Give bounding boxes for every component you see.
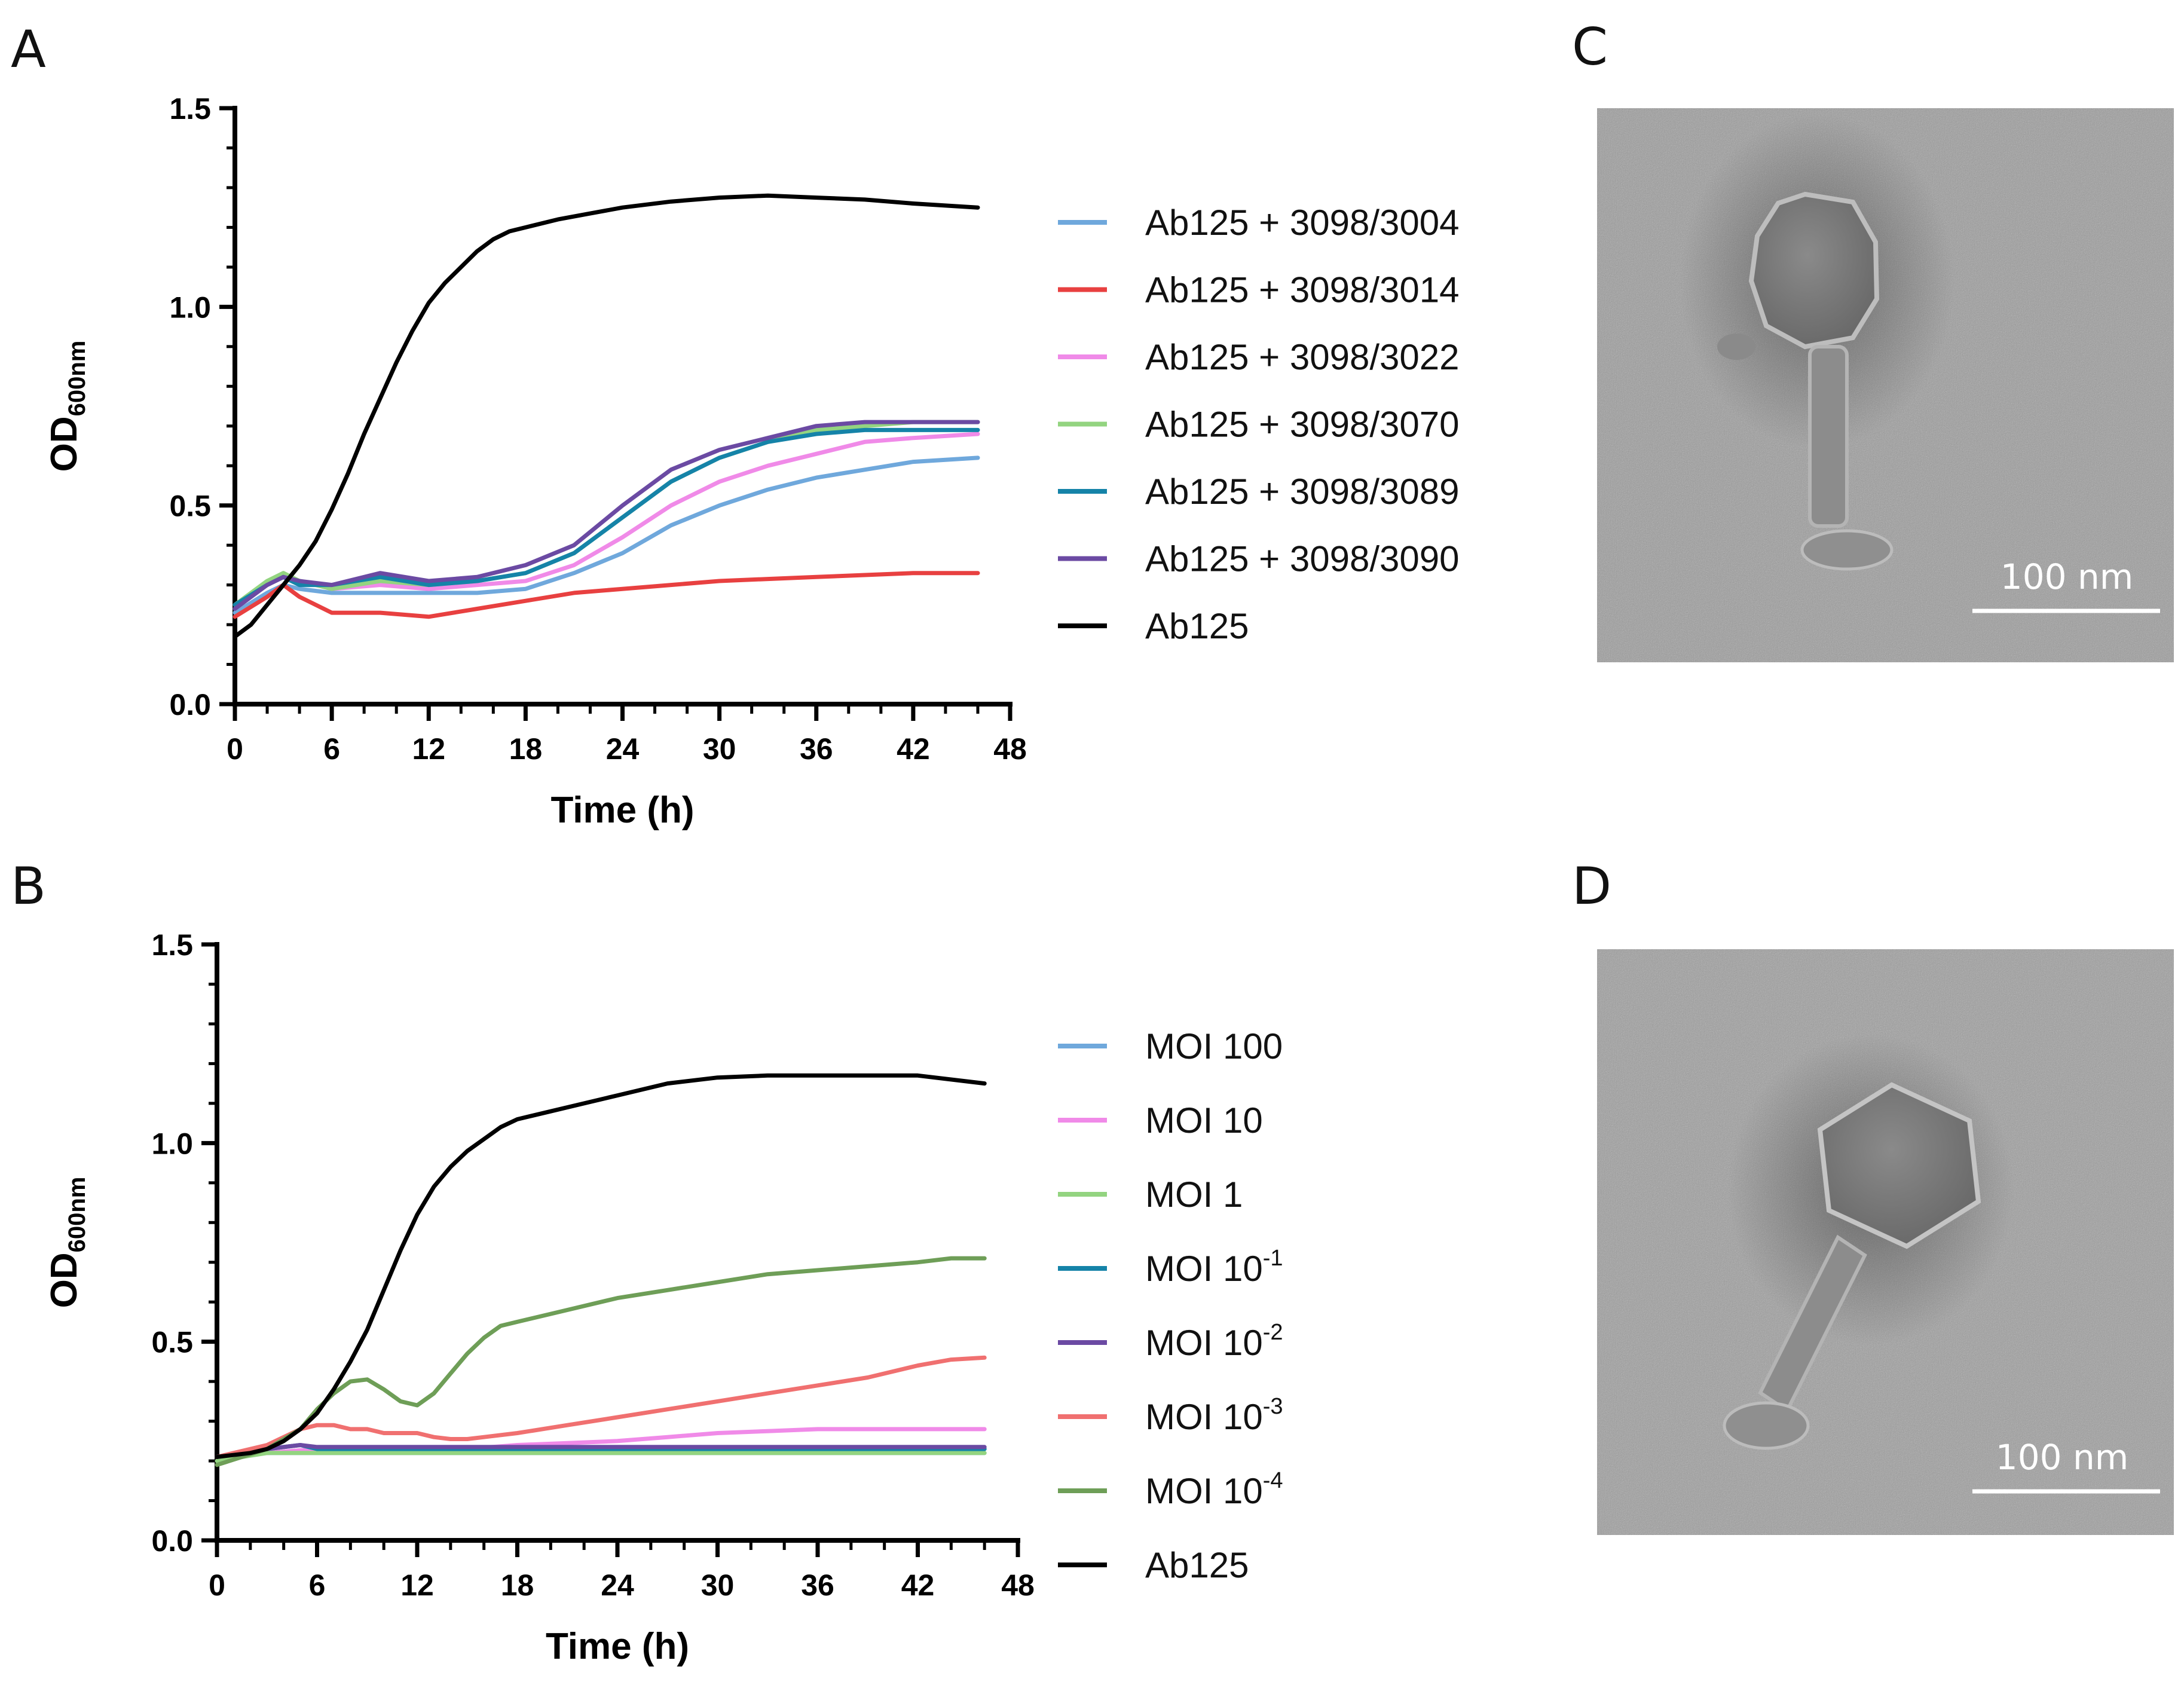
micrograph-d-scale-label: 100 nm bbox=[1996, 1437, 2128, 1478]
panel-label-b: B bbox=[11, 857, 46, 916]
chart-b-x-tick-label: 30 bbox=[701, 1568, 735, 1602]
chart-a-series-line bbox=[233, 571, 980, 619]
chart-a-series-line bbox=[233, 193, 980, 639]
phage-d-head bbox=[1817, 1082, 1981, 1249]
micrograph-d: 100 nm bbox=[1597, 949, 2174, 1535]
micrograph-c-scale-label: 100 nm bbox=[2001, 556, 2133, 597]
chart-b-y-tick-label: 1.0 bbox=[151, 1127, 193, 1160]
chart-b-x-tick-label: 48 bbox=[1001, 1568, 1035, 1602]
chart-b-series-line bbox=[215, 1355, 987, 1459]
chart-a-series-line bbox=[233, 427, 980, 607]
chart-b-x-tick-label: 6 bbox=[309, 1568, 326, 1602]
chart-a-x-tick-label: 0 bbox=[227, 732, 243, 766]
chart-b-x-tick-label: 18 bbox=[501, 1568, 534, 1602]
chart-b-x-axis-title: Time (h) bbox=[546, 1626, 689, 1667]
chart-a-legend-label: Ab125 + 3098/3089 bbox=[1145, 472, 1460, 512]
chart-b-x-tick-label: 0 bbox=[209, 1568, 225, 1602]
chart-a-x-axis-title: Time (h) bbox=[551, 790, 695, 831]
chart-b-y-tick-label: 0.5 bbox=[151, 1326, 193, 1359]
phage-c-head bbox=[1748, 191, 1880, 350]
phage-d-particle bbox=[1723, 1082, 1981, 1450]
micrograph-c: 100 nm bbox=[1597, 108, 2174, 662]
chart-a-legend-label: Ab125 + 3098/3090 bbox=[1145, 539, 1460, 579]
chart-b-x-tick-label: 36 bbox=[801, 1568, 834, 1602]
chart-a-legend-label: Ab125 + 3098/3004 bbox=[1145, 203, 1460, 243]
chart-b-series-line bbox=[215, 1256, 987, 1467]
chart-a-y-tick-label: 0.0 bbox=[169, 688, 211, 721]
chart-b-y-tick-label: 1.5 bbox=[151, 928, 193, 962]
chart-a-x-tick-label: 12 bbox=[412, 732, 445, 766]
chart-b-y-axis-title-sub: 600nm bbox=[64, 1177, 90, 1253]
chart-a-x-tick-label: 18 bbox=[509, 732, 543, 766]
chart-b-legend-label: MOI 10 bbox=[1145, 1100, 1263, 1140]
chart-a-x-tick-label: 24 bbox=[606, 732, 640, 766]
chart-b-y-axis-title-main: OD bbox=[44, 1252, 85, 1308]
chart-b-legend-label-base: MOI 10 bbox=[1145, 1397, 1263, 1437]
chart-a-y-axis-title: OD600nm bbox=[44, 341, 90, 472]
phage-c-particle bbox=[1717, 191, 1894, 571]
chart-a: 0.0 0.5 1.0 1.5 0 6 12 18 24 30 36 42 48 Time (h) OD60… bbox=[44, 92, 1460, 831]
chart-b-legend-label-base: MOI 10 bbox=[1145, 1471, 1263, 1511]
chart-a-y-tick-label: 1.5 bbox=[169, 92, 211, 126]
chart-b: 0.0 0.5 1.0 1.5 0 6 12 18 24 30 36 42 48 Time (h) OD60… bbox=[44, 928, 1283, 1667]
chart-a-y-axis-title-sub: 600nm bbox=[64, 341, 90, 417]
chart-a-legend-label: Ab125 + 3098/3022 bbox=[1145, 337, 1460, 377]
chart-a-y-tick-label: 1.0 bbox=[169, 291, 211, 324]
chart-a-legend-label: Ab125 bbox=[1145, 606, 1249, 646]
chart-a-y-axis-title-main: OD bbox=[44, 416, 85, 472]
chart-a-x-tick-label: 36 bbox=[800, 732, 833, 766]
chart-a-x-tick-label: 30 bbox=[703, 732, 736, 766]
chart-b-y-tick-label: 0.0 bbox=[151, 1524, 193, 1558]
chart-b-legend-label: MOI 100 bbox=[1145, 1026, 1283, 1066]
chart-b-legend-label-exponent: -3 bbox=[1263, 1394, 1283, 1419]
panel-label-c: C bbox=[1572, 17, 1608, 77]
chart-b-series-line bbox=[215, 1451, 987, 1463]
chart-a-x-tick-label: 48 bbox=[993, 732, 1027, 766]
chart-b-legend-label-base: MOI 10 bbox=[1145, 1249, 1263, 1289]
chart-b-x-tick-label: 42 bbox=[901, 1568, 935, 1602]
chart-a-series-line bbox=[233, 420, 980, 611]
chart-b-legend-label: MOI 10-3 bbox=[1145, 1394, 1283, 1437]
chart-a-y-tick-label: 0.5 bbox=[169, 490, 211, 523]
chart-a-x-tick-label: 42 bbox=[897, 732, 930, 766]
chart-a-legend-label: Ab125 + 3098/3070 bbox=[1145, 405, 1460, 445]
chart-b-series-line bbox=[215, 1443, 987, 1459]
chart-b-legend-label-exponent: -4 bbox=[1263, 1468, 1283, 1493]
chart-b-legend-label: MOI 10-2 bbox=[1145, 1320, 1283, 1363]
chart-b-legend-label-exponent: -1 bbox=[1263, 1246, 1283, 1271]
chart-a-x-tick-label: 6 bbox=[323, 732, 340, 766]
chart-a-legend-label: Ab125 + 3098/3014 bbox=[1145, 270, 1460, 310]
phage-c-debris bbox=[1717, 334, 1755, 360]
phage-c-tail bbox=[1808, 345, 1849, 528]
phage-c-baseplate bbox=[1800, 529, 1894, 571]
chart-b-legend-label: MOI 1 bbox=[1145, 1175, 1243, 1215]
chart-b-legend-label-base: MOI 10 bbox=[1145, 1323, 1263, 1363]
chart-b-legend-label: Ab125 bbox=[1145, 1545, 1249, 1585]
chart-a-series-line bbox=[233, 455, 980, 615]
chart-b-legend-label: MOI 10-1 bbox=[1145, 1246, 1283, 1289]
chart-b-series-line bbox=[215, 1073, 987, 1459]
chart-b-legend-label-exponent: -2 bbox=[1263, 1320, 1283, 1345]
chart-b-legend-label: MOI 10-4 bbox=[1145, 1468, 1283, 1511]
panel-label-a: A bbox=[11, 20, 46, 79]
chart-b-y-axis-title: OD600nm bbox=[44, 1177, 90, 1308]
phage-d-baseplate bbox=[1723, 1401, 1810, 1450]
panel-label-d: D bbox=[1572, 857, 1611, 916]
chart-b-x-tick-label: 24 bbox=[601, 1568, 634, 1602]
chart-a-series-line bbox=[233, 420, 980, 607]
chart-b-x-tick-label: 12 bbox=[400, 1568, 434, 1602]
